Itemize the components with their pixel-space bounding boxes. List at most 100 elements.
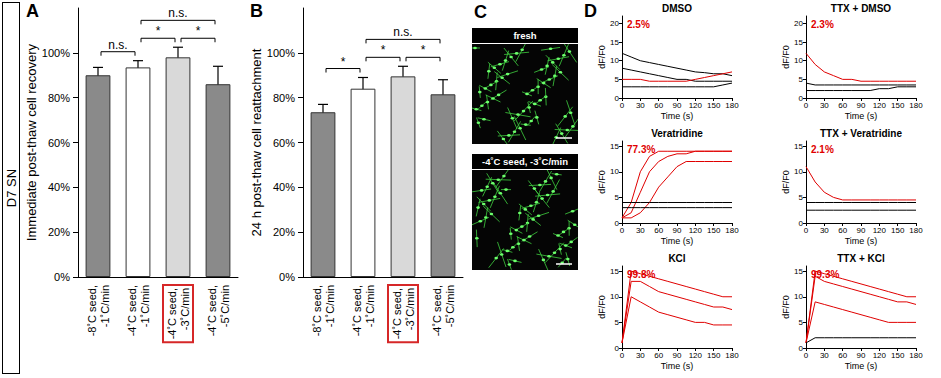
svg-text:60: 60 <box>838 351 847 360</box>
svg-text:60%: 60% <box>48 137 70 149</box>
svg-text:TTX + DMSO: TTX + DMSO <box>831 3 892 14</box>
svg-text:0: 0 <box>620 351 625 360</box>
svg-text:60: 60 <box>838 226 847 235</box>
svg-text:90: 90 <box>857 226 866 235</box>
svg-text:120: 120 <box>873 226 887 235</box>
svg-text:90: 90 <box>673 101 682 110</box>
svg-text:5: 5 <box>799 75 804 84</box>
svg-text:-8˚C seed,: -8˚C seed, <box>311 285 323 336</box>
svg-text:*: * <box>196 24 201 38</box>
svg-text:5: 5 <box>615 75 620 84</box>
svg-text:30: 30 <box>636 226 645 235</box>
svg-text:30: 30 <box>636 101 645 110</box>
svg-text:5: 5 <box>799 318 804 327</box>
svg-text:15: 15 <box>794 142 803 151</box>
svg-text:dF/F0: dF/F0 <box>781 170 791 194</box>
svg-text:100%: 100% <box>42 47 70 59</box>
svg-text:99.3%: 99.3% <box>811 269 839 280</box>
svg-text:40%: 40% <box>48 181 70 193</box>
svg-text:-5˚C/min: -5˚C/min <box>444 285 456 327</box>
svg-text:60: 60 <box>838 101 847 110</box>
svg-text:-3˚C/min: -3˚C/min <box>404 288 416 330</box>
svg-text:180: 180 <box>909 101 923 110</box>
svg-text:10: 10 <box>610 292 619 301</box>
svg-text:-1˚C/min: -1˚C/min <box>139 285 151 327</box>
svg-text:n.s.: n.s. <box>393 25 412 39</box>
svg-text:Immediate post-thaw cell recov: Immediate post-thaw cell recovery <box>24 43 39 241</box>
svg-text:15: 15 <box>610 142 619 151</box>
svg-text:-8˚C seed,: -8˚C seed, <box>86 285 98 336</box>
svg-text:TTX + KCl: TTX + KCl <box>837 253 885 264</box>
svg-text:120: 120 <box>689 226 703 235</box>
svg-text:100%: 100% <box>267 47 295 59</box>
svg-text:150: 150 <box>891 226 905 235</box>
svg-text:60%: 60% <box>273 137 295 149</box>
svg-text:5: 5 <box>615 193 620 202</box>
svg-text:-4˚C seed,: -4˚C seed, <box>126 285 138 336</box>
svg-text:20: 20 <box>610 19 619 28</box>
svg-text:-1˚C/min: -1˚C/min <box>324 285 336 327</box>
svg-text:150: 150 <box>891 101 905 110</box>
svg-text:-3˚C/min: -3˚C/min <box>179 288 191 330</box>
svg-text:Time (s): Time (s) <box>661 111 694 121</box>
svg-text:80%: 80% <box>273 92 295 104</box>
svg-text:10: 10 <box>610 167 619 176</box>
svg-text:40%: 40% <box>273 181 295 193</box>
svg-text:dF/F0: dF/F0 <box>597 295 607 319</box>
svg-text:15: 15 <box>610 267 619 276</box>
svg-text:180: 180 <box>725 351 739 360</box>
svg-text:60: 60 <box>654 101 663 110</box>
svg-text:120: 120 <box>689 101 703 110</box>
svg-text:180: 180 <box>725 226 739 235</box>
svg-text:Time (s): Time (s) <box>845 111 878 121</box>
svg-text:10: 10 <box>794 56 803 65</box>
svg-text:*: * <box>421 43 426 57</box>
svg-text:-5˚C/min: -5˚C/min <box>219 285 231 327</box>
svg-text:TTX + Veratridine: TTX + Veratridine <box>820 128 902 139</box>
svg-text:30: 30 <box>820 351 829 360</box>
svg-text:10: 10 <box>610 56 619 65</box>
svg-text:120: 120 <box>873 101 887 110</box>
svg-text:120: 120 <box>689 351 703 360</box>
svg-text:*: * <box>156 24 161 38</box>
svg-text:0: 0 <box>620 226 625 235</box>
svg-text:150: 150 <box>707 101 721 110</box>
svg-text:10: 10 <box>794 292 803 301</box>
svg-text:DMSO: DMSO <box>662 3 692 14</box>
svg-text:-1˚C/min: -1˚C/min <box>99 285 111 327</box>
svg-text:24 h post-thaw cell reattachme: 24 h post-thaw cell reattachment <box>249 48 264 236</box>
svg-text:90: 90 <box>857 351 866 360</box>
svg-text:90: 90 <box>673 226 682 235</box>
svg-text:-4˚C seed,: -4˚C seed, <box>166 288 178 339</box>
svg-text:77.3%: 77.3% <box>627 144 655 155</box>
svg-text:2.5%: 2.5% <box>627 19 650 30</box>
svg-text:99.8%: 99.8% <box>627 269 655 280</box>
svg-text:n.s.: n.s. <box>108 38 127 52</box>
svg-text:180: 180 <box>909 351 923 360</box>
svg-text:B: B <box>250 1 263 21</box>
svg-text:20%: 20% <box>273 226 295 238</box>
svg-text:30: 30 <box>636 351 645 360</box>
svg-text:90: 90 <box>857 101 866 110</box>
svg-text:Time (s): Time (s) <box>845 361 878 371</box>
svg-text:0%: 0% <box>54 271 70 283</box>
svg-text:*: * <box>381 43 386 57</box>
svg-text:180: 180 <box>725 101 739 110</box>
svg-text:90: 90 <box>673 351 682 360</box>
svg-text:KCl: KCl <box>668 253 685 264</box>
svg-text:30: 30 <box>820 226 829 235</box>
svg-text:150: 150 <box>707 226 721 235</box>
svg-text:0: 0 <box>804 101 809 110</box>
svg-text:20: 20 <box>794 19 803 28</box>
svg-text:*: * <box>341 55 346 69</box>
svg-text:0: 0 <box>804 226 809 235</box>
svg-text:60: 60 <box>654 351 663 360</box>
svg-text:80%: 80% <box>48 92 70 104</box>
svg-text:120: 120 <box>873 351 887 360</box>
svg-text:-1˚C/min: -1˚C/min <box>364 285 376 327</box>
svg-text:10: 10 <box>794 167 803 176</box>
svg-text:Time (s): Time (s) <box>845 236 878 246</box>
svg-text:15: 15 <box>794 267 803 276</box>
svg-text:Veratridine: Veratridine <box>651 128 703 139</box>
svg-text:-4˚C seed,: -4˚C seed, <box>206 285 218 336</box>
